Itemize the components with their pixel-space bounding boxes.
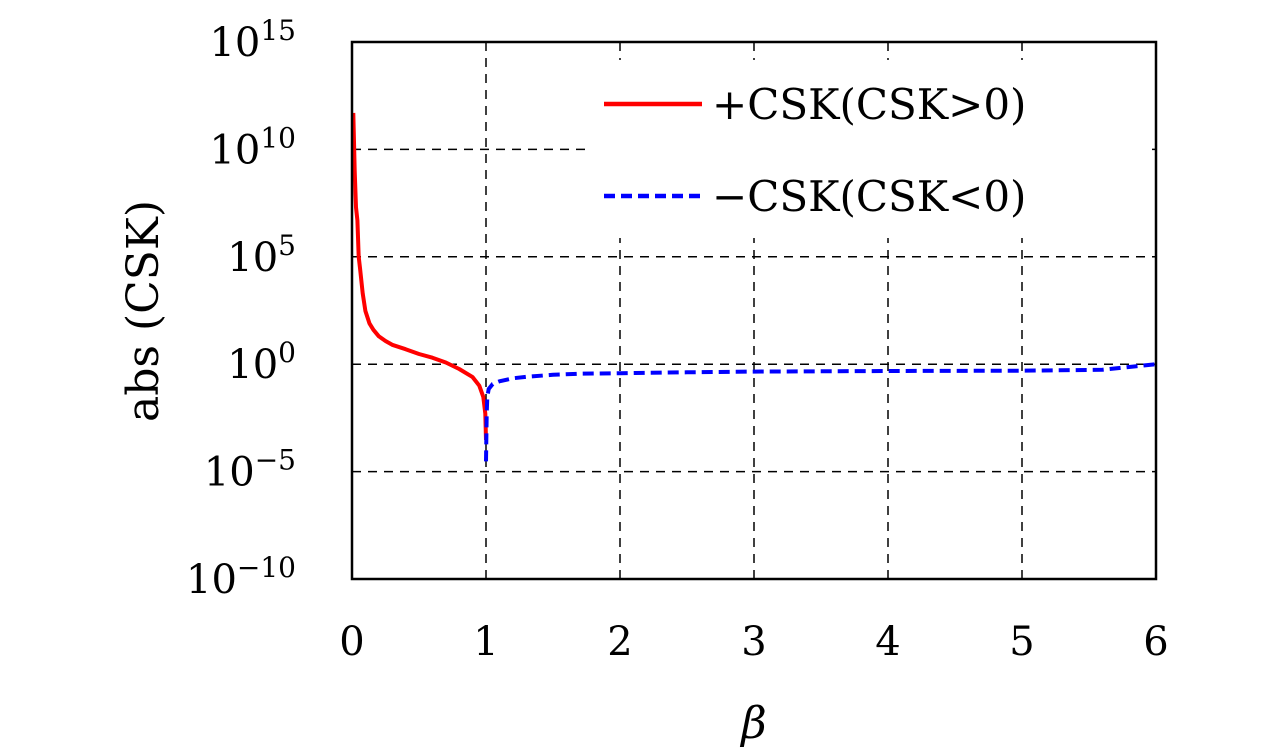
legend-box xyxy=(585,60,1151,238)
y-tick-base: 10 xyxy=(204,450,255,496)
series-line-2 xyxy=(484,362,1157,462)
y-tick-base: 10 xyxy=(209,20,260,66)
x-tick-label: 3 xyxy=(741,619,766,665)
legend-label-2: −CSK(CSK<0) xyxy=(712,172,1026,221)
series-line-1 xyxy=(351,112,488,440)
y-tick-base: 10 xyxy=(227,342,278,388)
x-tick-label: 4 xyxy=(875,619,900,665)
y-axis-label: abs (CSK) xyxy=(118,200,169,422)
plot-frame xyxy=(350,40,1158,581)
y-tick-label: 100 xyxy=(227,336,296,388)
x-tick-label: 0 xyxy=(339,619,364,665)
y-tick-label: 105 xyxy=(227,229,296,281)
y-tick-exponent: 10 xyxy=(260,121,296,154)
y-tick-label: 1010 xyxy=(209,121,296,173)
y-tick-base: 10 xyxy=(227,235,278,281)
y-tick-base: 10 xyxy=(209,127,260,173)
plot-series xyxy=(351,112,1157,462)
y-tick-label: 10−10 xyxy=(186,551,296,603)
y-tick-exponent: 0 xyxy=(278,336,296,369)
y-tick-exponent: −5 xyxy=(255,444,296,477)
x-tick-labels: 0 1 2 3 4 5 6 xyxy=(339,619,1168,665)
y-tick-label: 1015 xyxy=(209,14,296,66)
y-tick-exponent: −10 xyxy=(237,551,296,584)
y-tick-label: 10−5 xyxy=(204,444,296,496)
y-tick-base: 10 xyxy=(186,557,237,603)
x-tick-label: 6 xyxy=(1143,619,1168,665)
legend: +CSK(CSK>0) −CSK(CSK<0) xyxy=(585,60,1151,238)
x-tick-label: 2 xyxy=(607,619,632,665)
x-tick-label: 1 xyxy=(473,619,498,665)
y-tick-exponent: 5 xyxy=(278,229,296,262)
y-tick-exponent: 15 xyxy=(260,14,296,47)
legend-label-1: +CSK(CSK>0) xyxy=(712,80,1026,129)
x-axis-label: β xyxy=(739,698,766,749)
x-tick-label: 5 xyxy=(1009,619,1034,665)
